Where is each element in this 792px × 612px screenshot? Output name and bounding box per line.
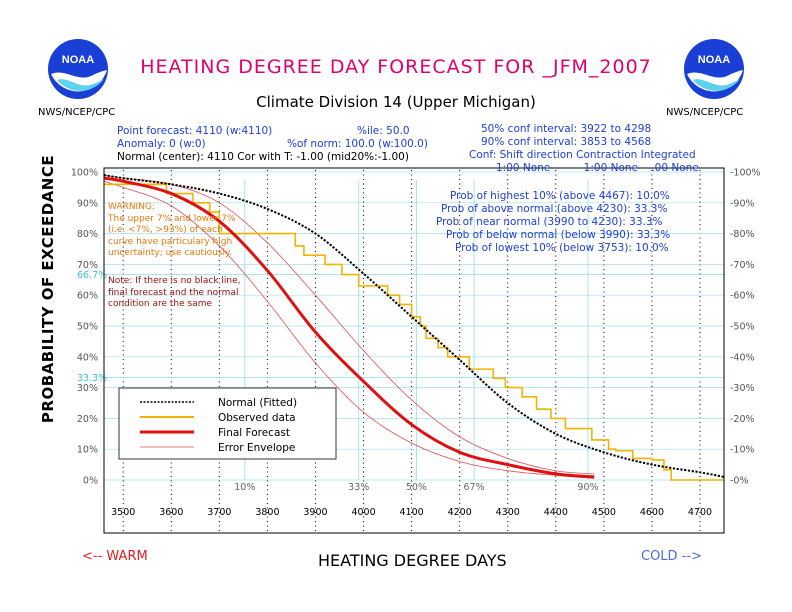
y-axis-label: PROBABILITY OF EXCEEDANCE [39, 154, 57, 424]
noaa-logo-left: NOAA [48, 39, 108, 99]
quantile-marker-label: 67% [464, 482, 485, 493]
y-tick-label-left: 20% [77, 414, 98, 425]
legend-label-normal: Normal (Fitted) [218, 397, 297, 409]
y-tick-label-left: 40% [77, 352, 98, 363]
pct-of-norm-text: %of norm: 100.0 (w:100.0) [287, 138, 428, 150]
warning-line: (i.e. <7%, >93%) of each [108, 225, 223, 235]
y-tick-label-right: -90% [730, 198, 755, 209]
x-tick-label: 4200 [448, 507, 472, 518]
y-tick-label-left: 50% [77, 322, 98, 333]
y-tick-label-right: -50% [730, 322, 755, 333]
conf50-text: 50% conf interval: 3922 to 4298 [481, 123, 652, 135]
x-tick-label: 4500 [592, 507, 616, 518]
guide-level-label: 33.3% [77, 373, 107, 384]
prob-highest-10: Prob of highest 10% (above 4467): 10.0% [450, 190, 670, 202]
x-tick-label: 4100 [400, 507, 424, 518]
y-tick-label-right: -10% [730, 445, 755, 456]
point-forecast-text: Point forecast: 4110 (w:4110) [117, 125, 273, 137]
warning-line: The upper 7% and lower 7% [108, 213, 236, 224]
quantile-marker-label: 33% [348, 482, 369, 493]
warning-line: uncertainty; use cautiously. [108, 248, 232, 258]
tick-layer: 3500 3600 3700 3800 3900 4000 4100 4200 4300 4400… [71, 168, 761, 519]
warning-title: WARNING: [108, 202, 155, 212]
quantile-marker-label: 90% [577, 482, 598, 493]
chart-subtitle: Climate Division 14 (Upper Michigan) [256, 93, 536, 111]
note-line: Note: If there is no black line, [108, 276, 241, 286]
plot-frame [103, 167, 725, 534]
y-tick-label-right: -70% [730, 260, 755, 271]
noaa-logo-right: NOAA [684, 39, 744, 99]
x-tick-label: 3500 [111, 507, 135, 518]
conf-values-text: 1:00 None 1:00 None .00 None [496, 162, 699, 174]
warm-direction-label: <-- WARM [82, 549, 148, 564]
y-tick-label-right: -100% [730, 168, 761, 179]
y-tick-label-left: 60% [77, 291, 98, 302]
y-tick-label-left: 70% [77, 260, 98, 271]
y-tick-label-left: 90% [77, 198, 98, 209]
quantile-marker-label: 10% [234, 482, 255, 493]
agency-label-right: NWS/NCEP/CPC [666, 107, 744, 118]
y-tick-label-right: -60% [730, 291, 755, 302]
logo-text: NOAA [62, 54, 94, 66]
normal-fitted-line [103, 174, 725, 478]
conf-header-text: Conf: Shift direction Contraction Integr… [469, 149, 696, 161]
y-tick-label-right: -40% [730, 352, 755, 363]
prob-lowest-10: Prob of lowest 10% (below 3753): 10.0% [455, 242, 669, 254]
y-tick-label-left: 100% [71, 168, 98, 179]
x-tick-label: 3800 [255, 507, 279, 518]
x-tick-label: 3900 [303, 507, 327, 518]
legend-label-envelope: Error Envelope [218, 442, 295, 454]
x-tick-label: 4000 [351, 507, 375, 518]
normal-center-text: Normal (center): 4110 Cor with T: -1.00 … [117, 151, 409, 163]
note-block: Note: If there is no black line, final f… [108, 276, 241, 311]
warning-block: WARNING: The upper 7% and lower 7% (i.e.… [108, 202, 236, 260]
error-envelope-line [103, 180, 595, 479]
y-tick-label-left: 30% [77, 383, 98, 394]
x-tick-label: 4300 [496, 507, 520, 518]
prob-below-normal: Prob of below normal (below 3990): 33.3% [446, 229, 671, 241]
y-tick-label-right: -80% [730, 229, 755, 240]
chart-legend: Normal (Fitted) Observed data Final Fore… [118, 387, 337, 460]
conf90-text: 90% conf interval: 3853 to 4568 [481, 136, 652, 148]
prob-near-normal: Prob of near normal (3990 to 4230): 33.3… [436, 216, 663, 228]
note-line: condition are the same [108, 299, 213, 309]
guide-level-label: 66.7% [77, 270, 107, 281]
y-tick-label-right: -0% [730, 476, 749, 487]
prob-above-normal: Prob of above normal (above 4230): 33.3% [441, 203, 668, 215]
y-tick-label-right: -30% [730, 383, 755, 394]
warning-line: curve have particulary high [108, 236, 233, 247]
anomaly-text: Anomaly: 0 (w:0) [117, 138, 206, 150]
x-tick-label: 3600 [159, 507, 183, 518]
x-tick-label: 4400 [544, 507, 568, 518]
x-tick-label: 4600 [640, 507, 664, 518]
observed-data-line [104, 183, 724, 481]
cold-direction-label: COLD --> [641, 549, 702, 564]
percentile-text: %ile: 50.0 [357, 125, 410, 137]
logo-text: NOAA [698, 54, 730, 66]
note-line: final forecast and the normal [108, 287, 239, 298]
legend-label-observed: Observed data [218, 412, 296, 424]
x-tick-label: 3700 [207, 507, 231, 518]
y-tick-label-left: 80% [77, 229, 98, 240]
y-tick-label-left: 0% [83, 476, 98, 487]
x-axis-label: HEATING DEGREE DAYS [318, 551, 507, 570]
x-tick-label: 4700 [688, 507, 712, 518]
y-tick-label-right: -20% [730, 414, 755, 425]
series-layer [103, 174, 725, 481]
final-forecast-line [103, 176, 595, 479]
legend-label-forecast: Final Forecast [218, 427, 290, 439]
quantile-marker-label: 50% [406, 482, 427, 493]
y-tick-label-left: 10% [77, 445, 98, 456]
agency-label-left: NWS/NCEP/CPC [38, 107, 116, 118]
page-title: HEATING DEGREE DAY FORECAST FOR _JFM_200… [140, 56, 652, 78]
